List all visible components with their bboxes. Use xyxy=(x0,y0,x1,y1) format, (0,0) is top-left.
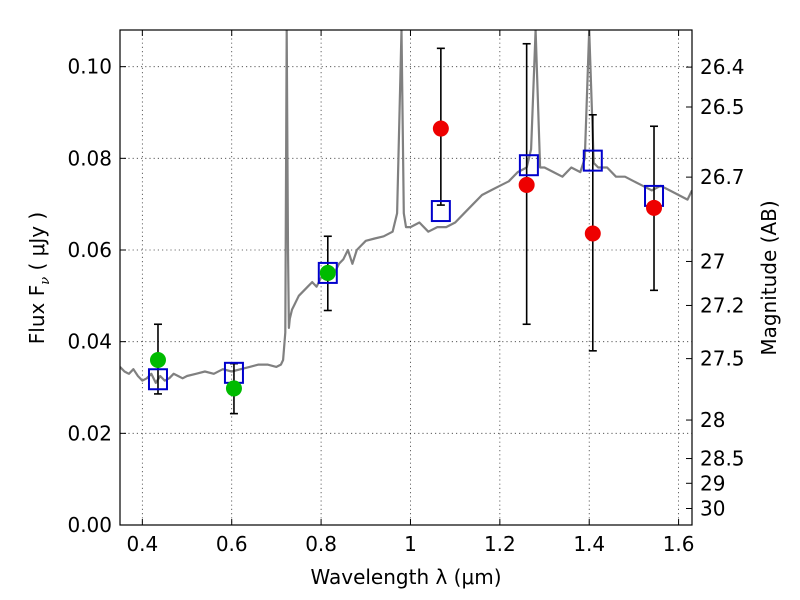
right-tick-label: 26.4 xyxy=(700,55,745,79)
x-tick-label: 1 xyxy=(404,532,417,556)
green-photometry-point xyxy=(149,352,166,368)
green-photometry-point xyxy=(319,264,336,281)
grid-lines xyxy=(120,30,692,526)
right-tick-label: 29 xyxy=(700,471,725,495)
plot-frame xyxy=(119,29,693,526)
y-axis-title: Flux Fν ( μJy ) xyxy=(25,212,53,344)
right-tick-label: 26.7 xyxy=(700,165,745,189)
right-tick-label: 27.5 xyxy=(700,347,745,371)
right-tick-label: 27.2 xyxy=(700,293,745,317)
axis-ticks: 0.4 0.6 0.8 1 1.2 1.4 1.6 0.00 0.02 0.04 0.06 0.08 0… xyxy=(67,30,745,556)
right-tick-label: 28 xyxy=(700,408,725,432)
x-tick-label: 0.6 xyxy=(216,532,248,556)
model-flux-square xyxy=(518,154,539,177)
y-tick-label: 0.06 xyxy=(67,238,112,262)
red-photometry-point xyxy=(646,199,663,216)
x-axis-title: Wavelength λ (μm) xyxy=(310,565,501,589)
x-tick-label: 0.8 xyxy=(305,532,337,556)
plot-area xyxy=(120,30,692,415)
y-tick-label: 0.08 xyxy=(67,146,112,170)
green-photometry-point xyxy=(225,380,242,397)
right-tick-label: 26.5 xyxy=(700,95,745,119)
y-tick-label: 0.02 xyxy=(67,421,112,445)
model-flux-square xyxy=(582,149,603,172)
y-tick-label: 0.04 xyxy=(67,330,112,354)
red-photometry-point xyxy=(432,120,449,137)
right-tick-label: 28.5 xyxy=(700,447,745,471)
x-tick-label: 1.4 xyxy=(573,532,605,556)
right-tick-label: 30 xyxy=(700,497,725,521)
right-tick-label: 27 xyxy=(700,249,725,273)
right-axis-title: Magnitude (AB) xyxy=(757,200,781,355)
x-tick-label: 0.4 xyxy=(126,532,158,556)
red-photometry-point xyxy=(584,225,601,242)
model-flux-square xyxy=(430,200,451,223)
model-flux-square xyxy=(147,368,168,391)
template-spectrum-line xyxy=(120,30,692,384)
x-tick-label: 1.6 xyxy=(663,532,695,556)
x-tick-label: 1.2 xyxy=(484,532,516,556)
model-flux-square xyxy=(317,261,338,284)
y-tick-label: 0.10 xyxy=(67,55,112,79)
y-tick-label: 0.00 xyxy=(67,513,112,537)
red-photometry-point xyxy=(518,176,535,193)
